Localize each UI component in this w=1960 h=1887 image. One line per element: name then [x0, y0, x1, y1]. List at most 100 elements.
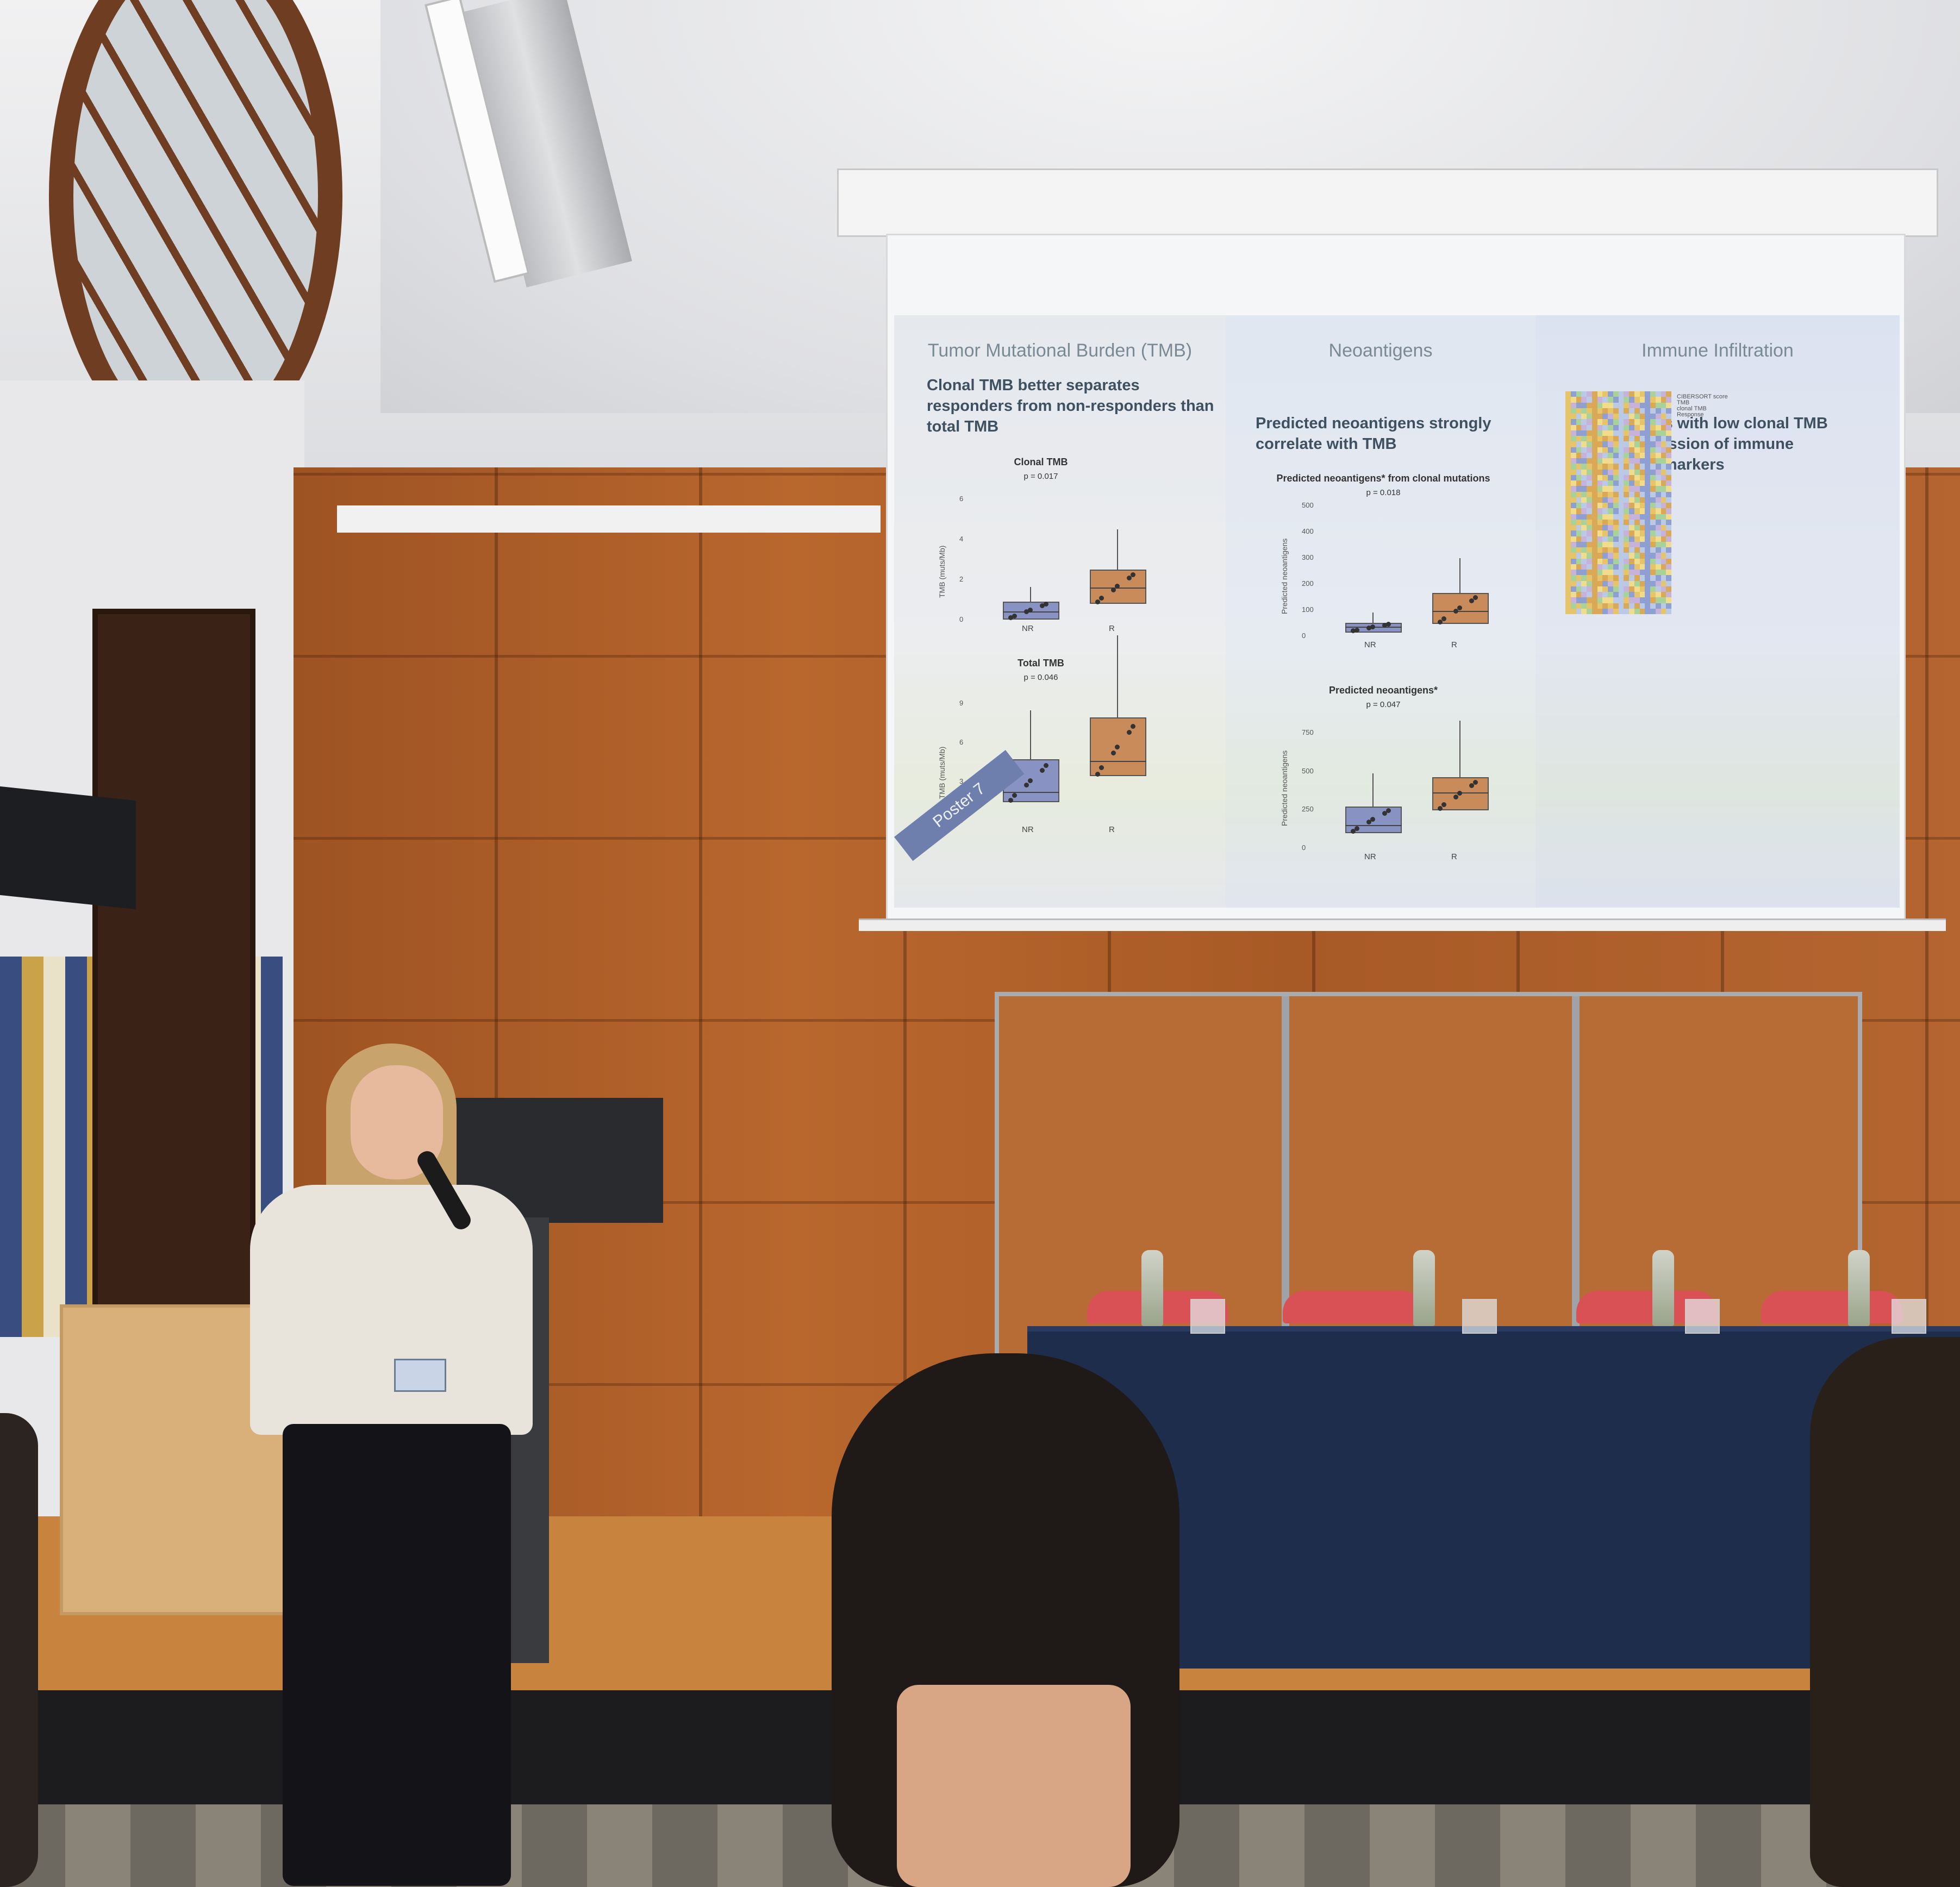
- heatmap-cell: [1587, 541, 1592, 547]
- heatmap-cell: [1570, 402, 1576, 408]
- heatmap-cell: [1650, 547, 1656, 553]
- heatmap-cell: [1618, 575, 1624, 581]
- heatmap-cell: [1565, 441, 1571, 447]
- heatmap-cell: [1629, 452, 1634, 458]
- heatmap-cell: [1608, 519, 1613, 525]
- water-glass: [1685, 1299, 1720, 1334]
- heatmap-cell: [1570, 430, 1576, 436]
- heatmap-cell: [1591, 408, 1597, 414]
- heatmap-cell: [1591, 519, 1597, 525]
- heatmap-cell: [1618, 514, 1624, 520]
- heatmap-cell: [1624, 458, 1629, 464]
- heatmap-cell: [1655, 469, 1661, 475]
- heatmap-cell: [1608, 503, 1613, 509]
- x-category-label: NR: [1022, 825, 1034, 834]
- heatmap-cell: [1570, 414, 1576, 420]
- heatmap-cell: [1587, 491, 1592, 497]
- heatmap-cell: [1645, 430, 1650, 436]
- heatmap-cell: [1565, 597, 1571, 603]
- heatmap-cell: [1602, 508, 1608, 514]
- wall-trim: [337, 505, 881, 533]
- heatmap-cell: [1650, 480, 1656, 486]
- heatmap-cell: [1618, 452, 1624, 458]
- heatmap-cell: [1629, 603, 1634, 609]
- heatmap-cell: [1602, 424, 1608, 430]
- heatmap-cell: [1639, 464, 1645, 470]
- heatmap-cell: [1570, 592, 1576, 598]
- heatmap-cell: [1650, 419, 1656, 425]
- heatmap-cell: [1639, 397, 1645, 403]
- heatmap-cell: [1613, 575, 1619, 581]
- heatmap-cell: [1645, 592, 1650, 598]
- data-point: [1366, 626, 1371, 631]
- heatmap-cell: [1565, 553, 1571, 559]
- heatmap-cell: [1581, 408, 1587, 414]
- heatmap-cell: [1591, 580, 1597, 586]
- heatmap-cell: [1587, 514, 1592, 520]
- heatmap-cell: [1570, 564, 1576, 570]
- heatmap-cell: [1629, 397, 1634, 403]
- heatmap-cell: [1618, 592, 1624, 598]
- heatmap-cell: [1634, 536, 1640, 542]
- heatmap-cell: [1591, 541, 1597, 547]
- heatmap-cell: [1570, 474, 1576, 480]
- heatmap-cell: [1565, 458, 1571, 464]
- heatmap-cell: [1581, 480, 1587, 486]
- heatmap-cell: [1629, 514, 1634, 520]
- heatmap-cell: [1639, 586, 1645, 592]
- heatmap-cell: [1655, 580, 1661, 586]
- heatmap-cell: [1629, 597, 1634, 603]
- y-tick-label: 300: [1302, 553, 1314, 561]
- heatmap-cell: [1629, 592, 1634, 598]
- heatmap-cell: [1618, 564, 1624, 570]
- heatmap-cell: [1639, 402, 1645, 408]
- heatmap-cell: [1661, 414, 1666, 420]
- heatmap-cell: [1591, 547, 1597, 553]
- data-point: [1008, 615, 1013, 621]
- p-value: p = 0.046: [1023, 673, 1058, 682]
- heatmap-cell: [1661, 519, 1666, 525]
- heatmap-cell: [1597, 414, 1603, 420]
- heatmap-cell: [1634, 514, 1640, 520]
- heatmap-cell: [1587, 570, 1592, 576]
- heatmap-cell: [1661, 514, 1666, 520]
- heatmap-cell: [1618, 580, 1624, 586]
- heatmap-cell: [1650, 391, 1656, 397]
- heatmap-cell: [1655, 608, 1661, 614]
- heatmap-cell: [1597, 424, 1603, 430]
- heatmap-cell: [1613, 430, 1619, 436]
- heatmap-cell: [1587, 608, 1592, 614]
- x-category-label: NR: [1022, 624, 1034, 633]
- heatmap-cell: [1613, 452, 1619, 458]
- heatmap-cell: [1618, 530, 1624, 536]
- heatmap-cell: [1618, 503, 1624, 509]
- heatmap-cell: [1613, 541, 1619, 547]
- heatmap-cell: [1591, 491, 1597, 497]
- data-point: [1044, 602, 1048, 607]
- heatmap-cell: [1591, 603, 1597, 609]
- heatmap-cell: [1602, 402, 1608, 408]
- water-bottle: [1413, 1250, 1435, 1326]
- heatmap-cell: [1576, 474, 1582, 480]
- heatmap-cell: [1587, 474, 1592, 480]
- wall-speaker: [0, 786, 136, 910]
- p-value: p = 0.018: [1366, 488, 1401, 497]
- heatmap-cell: [1661, 497, 1666, 503]
- heatmap-cell: [1565, 603, 1571, 609]
- heatmap-cell: [1618, 486, 1624, 492]
- box-whisker: [1030, 710, 1031, 760]
- heatmap-cell: [1655, 597, 1661, 603]
- heatmap-cell: [1634, 408, 1640, 414]
- data-point: [1351, 828, 1356, 834]
- plot-title: Predicted neoantigens* from clonal mutat…: [1276, 473, 1490, 484]
- heatmap-cell: [1570, 397, 1576, 403]
- heatmap-cell: [1581, 419, 1587, 425]
- box-median: [1432, 611, 1489, 613]
- heatmap-cell: [1624, 592, 1629, 598]
- y-axis-label: Predicted neoantigens: [1280, 538, 1289, 614]
- data-point: [1473, 595, 1478, 600]
- heatmap-cell: [1618, 525, 1624, 531]
- heatmap-cell: [1618, 558, 1624, 564]
- heatmap-cell: [1591, 402, 1597, 408]
- heatmap-cell: [1576, 486, 1582, 492]
